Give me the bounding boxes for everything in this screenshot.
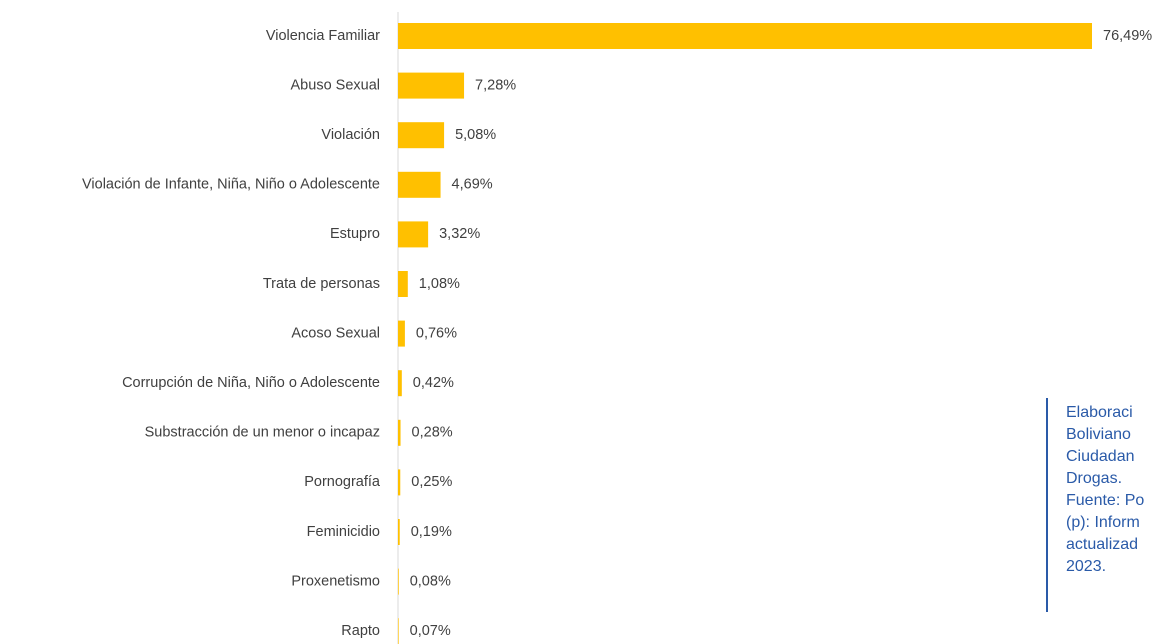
note-line: 2023. <box>1066 558 1106 575</box>
bar <box>398 618 399 644</box>
category-label: Trata de personas <box>263 276 380 292</box>
bar <box>398 271 408 297</box>
category-label: Pornografía <box>304 474 381 490</box>
category-label: Feminicidio <box>307 524 380 540</box>
value-label: 0,76% <box>416 325 457 341</box>
category-label: Abuso Sexual <box>291 77 380 93</box>
category-label: Violación <box>321 127 380 143</box>
category-label: Violencia Familiar <box>266 28 380 44</box>
bar <box>398 221 429 248</box>
bar <box>398 370 402 397</box>
value-label: 3,32% <box>439 226 480 242</box>
category-label: Proxenetismo <box>291 573 380 589</box>
note-line: Ciudadan <box>1066 448 1135 465</box>
category-label: Corrupción de Niña, Niño o Adolescente <box>122 375 380 391</box>
value-label: 76,49% <box>1103 28 1152 44</box>
category-label: Violación de Infante, Niña, Niño o Adole… <box>82 177 380 193</box>
bar <box>398 568 399 595</box>
bar <box>398 469 401 496</box>
value-label: 5,08% <box>455 127 496 143</box>
value-label: 0,42% <box>413 375 454 391</box>
note-line: Elaboraci <box>1066 404 1133 421</box>
note-line: actualizad <box>1066 536 1138 553</box>
bar <box>398 122 445 149</box>
category-label: Estupro <box>330 226 380 242</box>
category-label: Substracción de un menor o incapaz <box>145 425 380 441</box>
value-label: 7,28% <box>475 77 516 93</box>
value-label: 4,69% <box>452 177 493 193</box>
value-label: 0,28% <box>412 425 453 441</box>
bar <box>398 23 1092 49</box>
bar <box>398 320 405 347</box>
category-label: Rapto <box>341 623 380 639</box>
bar <box>398 72 465 99</box>
value-label: 0,25% <box>411 474 452 490</box>
bar <box>398 419 401 446</box>
note-line: Boliviano <box>1066 426 1131 443</box>
bar <box>398 171 441 198</box>
note-line: Drogas. <box>1066 470 1122 487</box>
category-label: Acoso Sexual <box>291 325 380 341</box>
value-label: 1,08% <box>419 276 460 292</box>
bar <box>398 519 400 545</box>
value-label: 0,08% <box>410 573 451 589</box>
value-label: 0,19% <box>411 524 452 540</box>
value-label: 0,07% <box>410 623 451 639</box>
note-line: Fuente: Po <box>1066 492 1144 509</box>
note-line: (p): Inform <box>1066 514 1140 531</box>
